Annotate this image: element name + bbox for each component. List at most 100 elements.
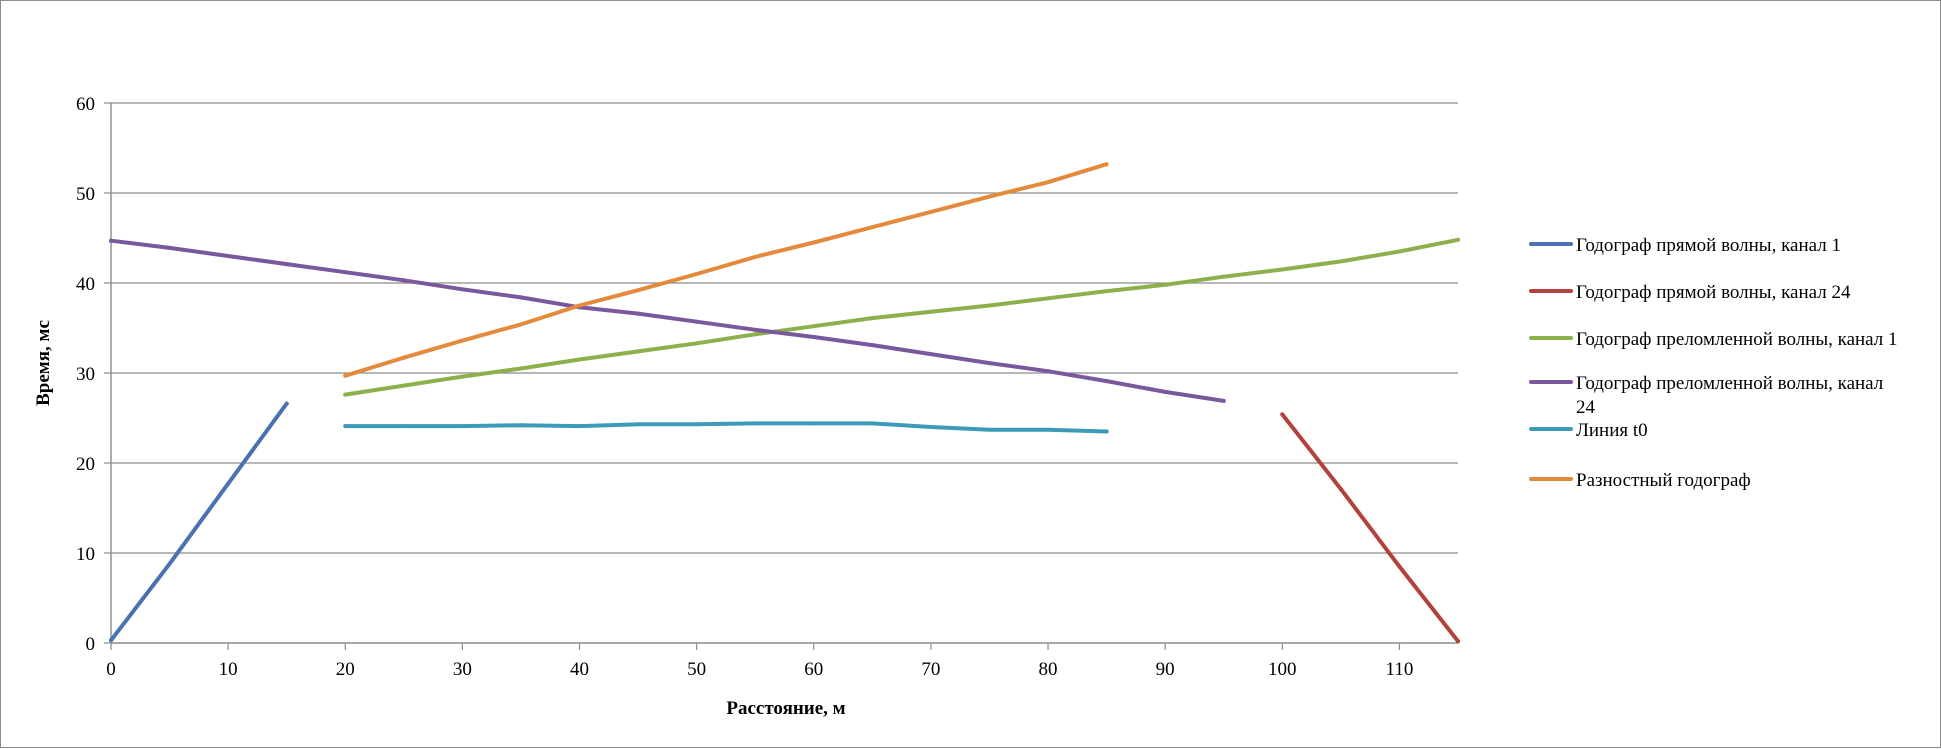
legend-item: Годограф преломленной волны, канал 24	[1529, 373, 1884, 418]
series-5-point-1	[401, 355, 406, 360]
legend-item: Линия t0	[1529, 420, 1648, 441]
series-5-point-11	[987, 194, 992, 199]
series-2-point-10	[928, 309, 933, 314]
y-axis-title: Время, мс	[33, 320, 54, 406]
series-2-point-0	[343, 392, 348, 397]
series-5-point-5	[636, 288, 641, 293]
x-tick-label: 0	[106, 659, 116, 680]
series-3-point-15	[987, 361, 992, 366]
x-tick-label: 10	[219, 659, 238, 680]
series-3-point-3	[284, 262, 289, 267]
series-5-point-13	[1104, 162, 1109, 167]
y-tick-label: 40	[76, 274, 95, 295]
series-2-point-15	[1221, 274, 1226, 279]
series-2-point-13	[1104, 289, 1109, 294]
x-tick-label: 100	[1268, 659, 1297, 680]
series-2-point-12	[1046, 296, 1051, 301]
series-0	[109, 401, 289, 643]
legend-label: Годограф прямой волны, канал 24	[1576, 282, 1851, 303]
series-4-point-9	[870, 421, 875, 426]
legend-item: Годограф прямой волны, канал 1	[1529, 235, 1841, 256]
series-3-point-13	[870, 343, 875, 348]
series-line-0	[109, 401, 289, 643]
series-3-point-11	[753, 327, 758, 332]
series-5-point-0	[343, 373, 348, 378]
series-2-point-6	[694, 341, 699, 346]
series-3-point-6	[460, 287, 465, 292]
series-5-point-6	[694, 272, 699, 276]
legend-item: Годограф прямой волны, канал 24	[1529, 282, 1851, 303]
x-tick-label: 30	[453, 659, 472, 680]
series-3-point-18	[1163, 389, 1168, 394]
x-tick-label: 80	[1039, 659, 1058, 680]
series-3-point-7	[518, 295, 523, 300]
series-2-point-16	[1280, 267, 1285, 272]
y-tick-label: 60	[76, 94, 95, 115]
series-1	[1280, 412, 1460, 644]
series-line-2	[343, 237, 1460, 397]
series-0-point-3	[284, 401, 289, 406]
series-2-point-14	[1163, 282, 1168, 287]
series-1-point-1	[1338, 487, 1343, 492]
legend-item: Годограф преломленной волны, канал 1	[1529, 329, 1898, 350]
y-tick-label: 10	[76, 544, 95, 565]
legend-item: Разностный годограф	[1529, 470, 1751, 491]
y-tick-label: 30	[76, 364, 95, 385]
series-5-point-4	[577, 303, 582, 308]
series-3-point-19	[1221, 398, 1226, 403]
series-4-point-10	[928, 425, 933, 429]
series-2-point-9	[870, 316, 875, 321]
legend-label: Годограф преломленной волны, канал 24	[1576, 373, 1884, 418]
legend: Годограф прямой волны, канал 1 Годограф п…	[1529, 235, 1898, 491]
series-line-5	[343, 162, 1109, 378]
series-5-point-10	[928, 209, 933, 214]
series-0-point-2	[226, 481, 231, 486]
legend-label: Разностный годограф	[1576, 470, 1751, 491]
legend-label: Годограф прямой волны, канал 1	[1576, 235, 1841, 256]
series-4-point-7	[753, 421, 758, 426]
series-1-point-0	[1280, 412, 1285, 417]
series-4-point-6	[694, 422, 699, 427]
series-4-point-1	[401, 424, 406, 429]
series-3-point-17	[1104, 379, 1109, 384]
series-3-point-14	[928, 352, 933, 357]
series-line-1	[1280, 412, 1460, 644]
y-tick-label: 0	[86, 634, 96, 655]
x-tick-label: 110	[1386, 659, 1414, 680]
series-0-point-1	[167, 561, 172, 566]
series-4-point-4	[577, 424, 582, 429]
series-3-point-9	[636, 311, 641, 316]
series-2-point-7	[753, 332, 758, 337]
series-4-point-3	[518, 423, 523, 428]
series-2-point-2	[460, 374, 465, 379]
series-line-4	[343, 421, 1109, 434]
series-5-point-2	[460, 338, 465, 343]
series-4-point-13	[1104, 429, 1109, 434]
series-layer	[109, 162, 1460, 644]
series-4	[343, 421, 1109, 434]
x-axis-title: Расстояние, м	[726, 698, 845, 719]
x-tick-label: 50	[687, 659, 706, 680]
x-tick-label: 60	[804, 659, 823, 680]
series-5-point-7	[753, 254, 758, 259]
series-3	[109, 238, 1226, 403]
series-4-point-12	[1046, 427, 1051, 432]
series-2	[343, 237, 1460, 397]
series-4-point-0	[343, 424, 348, 429]
series-4-point-2	[460, 424, 465, 429]
series-5-point-9	[870, 225, 875, 230]
legend-label: Линия t0	[1576, 420, 1648, 441]
series-3-point-16	[1046, 369, 1051, 374]
grid-layer	[111, 102, 1458, 554]
x-tick-label: 70	[921, 659, 940, 680]
series-0-point-0	[109, 638, 113, 643]
series-3-point-2	[226, 254, 231, 258]
y-tick-label: 20	[76, 454, 95, 475]
series-5	[343, 162, 1109, 378]
x-tick-label: 90	[1156, 659, 1175, 680]
series-2-point-8	[811, 324, 816, 329]
series-1-point-2	[1397, 564, 1402, 569]
legend-label: Годограф преломленной волны, канал 1	[1576, 329, 1898, 350]
series-3-point-10	[694, 319, 699, 324]
